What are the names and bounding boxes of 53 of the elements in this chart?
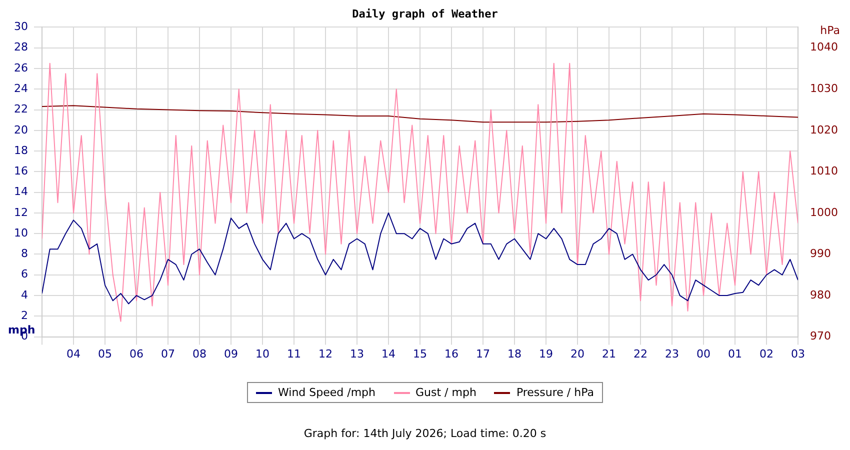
y-tick-label: 10	[14, 226, 28, 240]
x-tick-label: 13	[350, 347, 364, 360]
y-tick-label: 18	[14, 144, 28, 157]
y-tick-label: 8	[20, 247, 28, 260]
x-tick-label: 10	[256, 347, 270, 360]
legend-label: Wind Speed /mph	[278, 386, 376, 399]
x-tick-label: 21	[602, 347, 616, 360]
x-tick-label: 14	[382, 347, 396, 360]
y-tick-label: 12	[14, 206, 28, 219]
y2-tick-label: 1020	[810, 123, 838, 136]
y2-tick-label: 970	[810, 330, 832, 343]
x-tick-label: 22	[634, 347, 648, 360]
y-tick-label: 4	[20, 288, 28, 302]
y2-tick-label: 1010	[810, 164, 838, 178]
y-tick-label: 14	[14, 185, 28, 198]
legend-label: Gust / mph	[416, 386, 476, 399]
x-tick-label: 23	[665, 347, 680, 360]
y-tick-label: 16	[14, 164, 28, 178]
x-tick-label: 03	[791, 347, 806, 360]
y2-axis-title: hPa	[820, 24, 840, 38]
x-tick-label: 04	[66, 347, 80, 360]
x-tick-label: 00	[696, 347, 711, 360]
y-tick-label: 20	[14, 123, 28, 136]
x-tick-label: 08	[192, 347, 206, 360]
y-tick-label: 22	[14, 102, 28, 116]
y-tick-label: 26	[14, 61, 28, 74]
y-tick-label: 6	[20, 268, 28, 281]
x-tick-label: 09	[224, 347, 238, 360]
x-tick-label: 17	[476, 347, 490, 360]
y-tick-label: 28	[14, 40, 28, 54]
x-tick-label: 01	[728, 347, 742, 360]
y-tick-label: 30	[14, 20, 28, 34]
y2-tick-label: 990	[810, 247, 832, 260]
y2-tick-label: 980	[810, 288, 832, 302]
y-tick-label: 2	[20, 309, 28, 322]
y-tick-label: 24	[14, 82, 28, 95]
x-tick-label: 12	[318, 347, 332, 360]
x-tick-label: 16	[444, 347, 458, 360]
x-tick-label: 07	[161, 347, 175, 360]
x-tick-label: 06	[130, 347, 144, 360]
x-tick-label: 02	[760, 347, 774, 360]
text: Graph for: 14th July 2026; Load time: 0.20 s	[302, 427, 548, 440]
x-tick-label: 19	[539, 347, 554, 360]
x-tick-label: 18	[508, 347, 522, 360]
y2-tick-label: 1000	[810, 206, 838, 219]
x-tick-label: 15	[413, 347, 427, 360]
x-tick-label: 20	[570, 347, 585, 360]
legend-label: Pressure / hPa	[516, 386, 594, 399]
x-tick-label: 05	[98, 347, 112, 360]
y2-tick-label: 1030	[810, 82, 838, 95]
chart-title: Daily graph of Weather	[352, 7, 498, 20]
y2-tick-label: 1040	[810, 40, 838, 54]
x-tick-label: 11	[287, 347, 301, 360]
